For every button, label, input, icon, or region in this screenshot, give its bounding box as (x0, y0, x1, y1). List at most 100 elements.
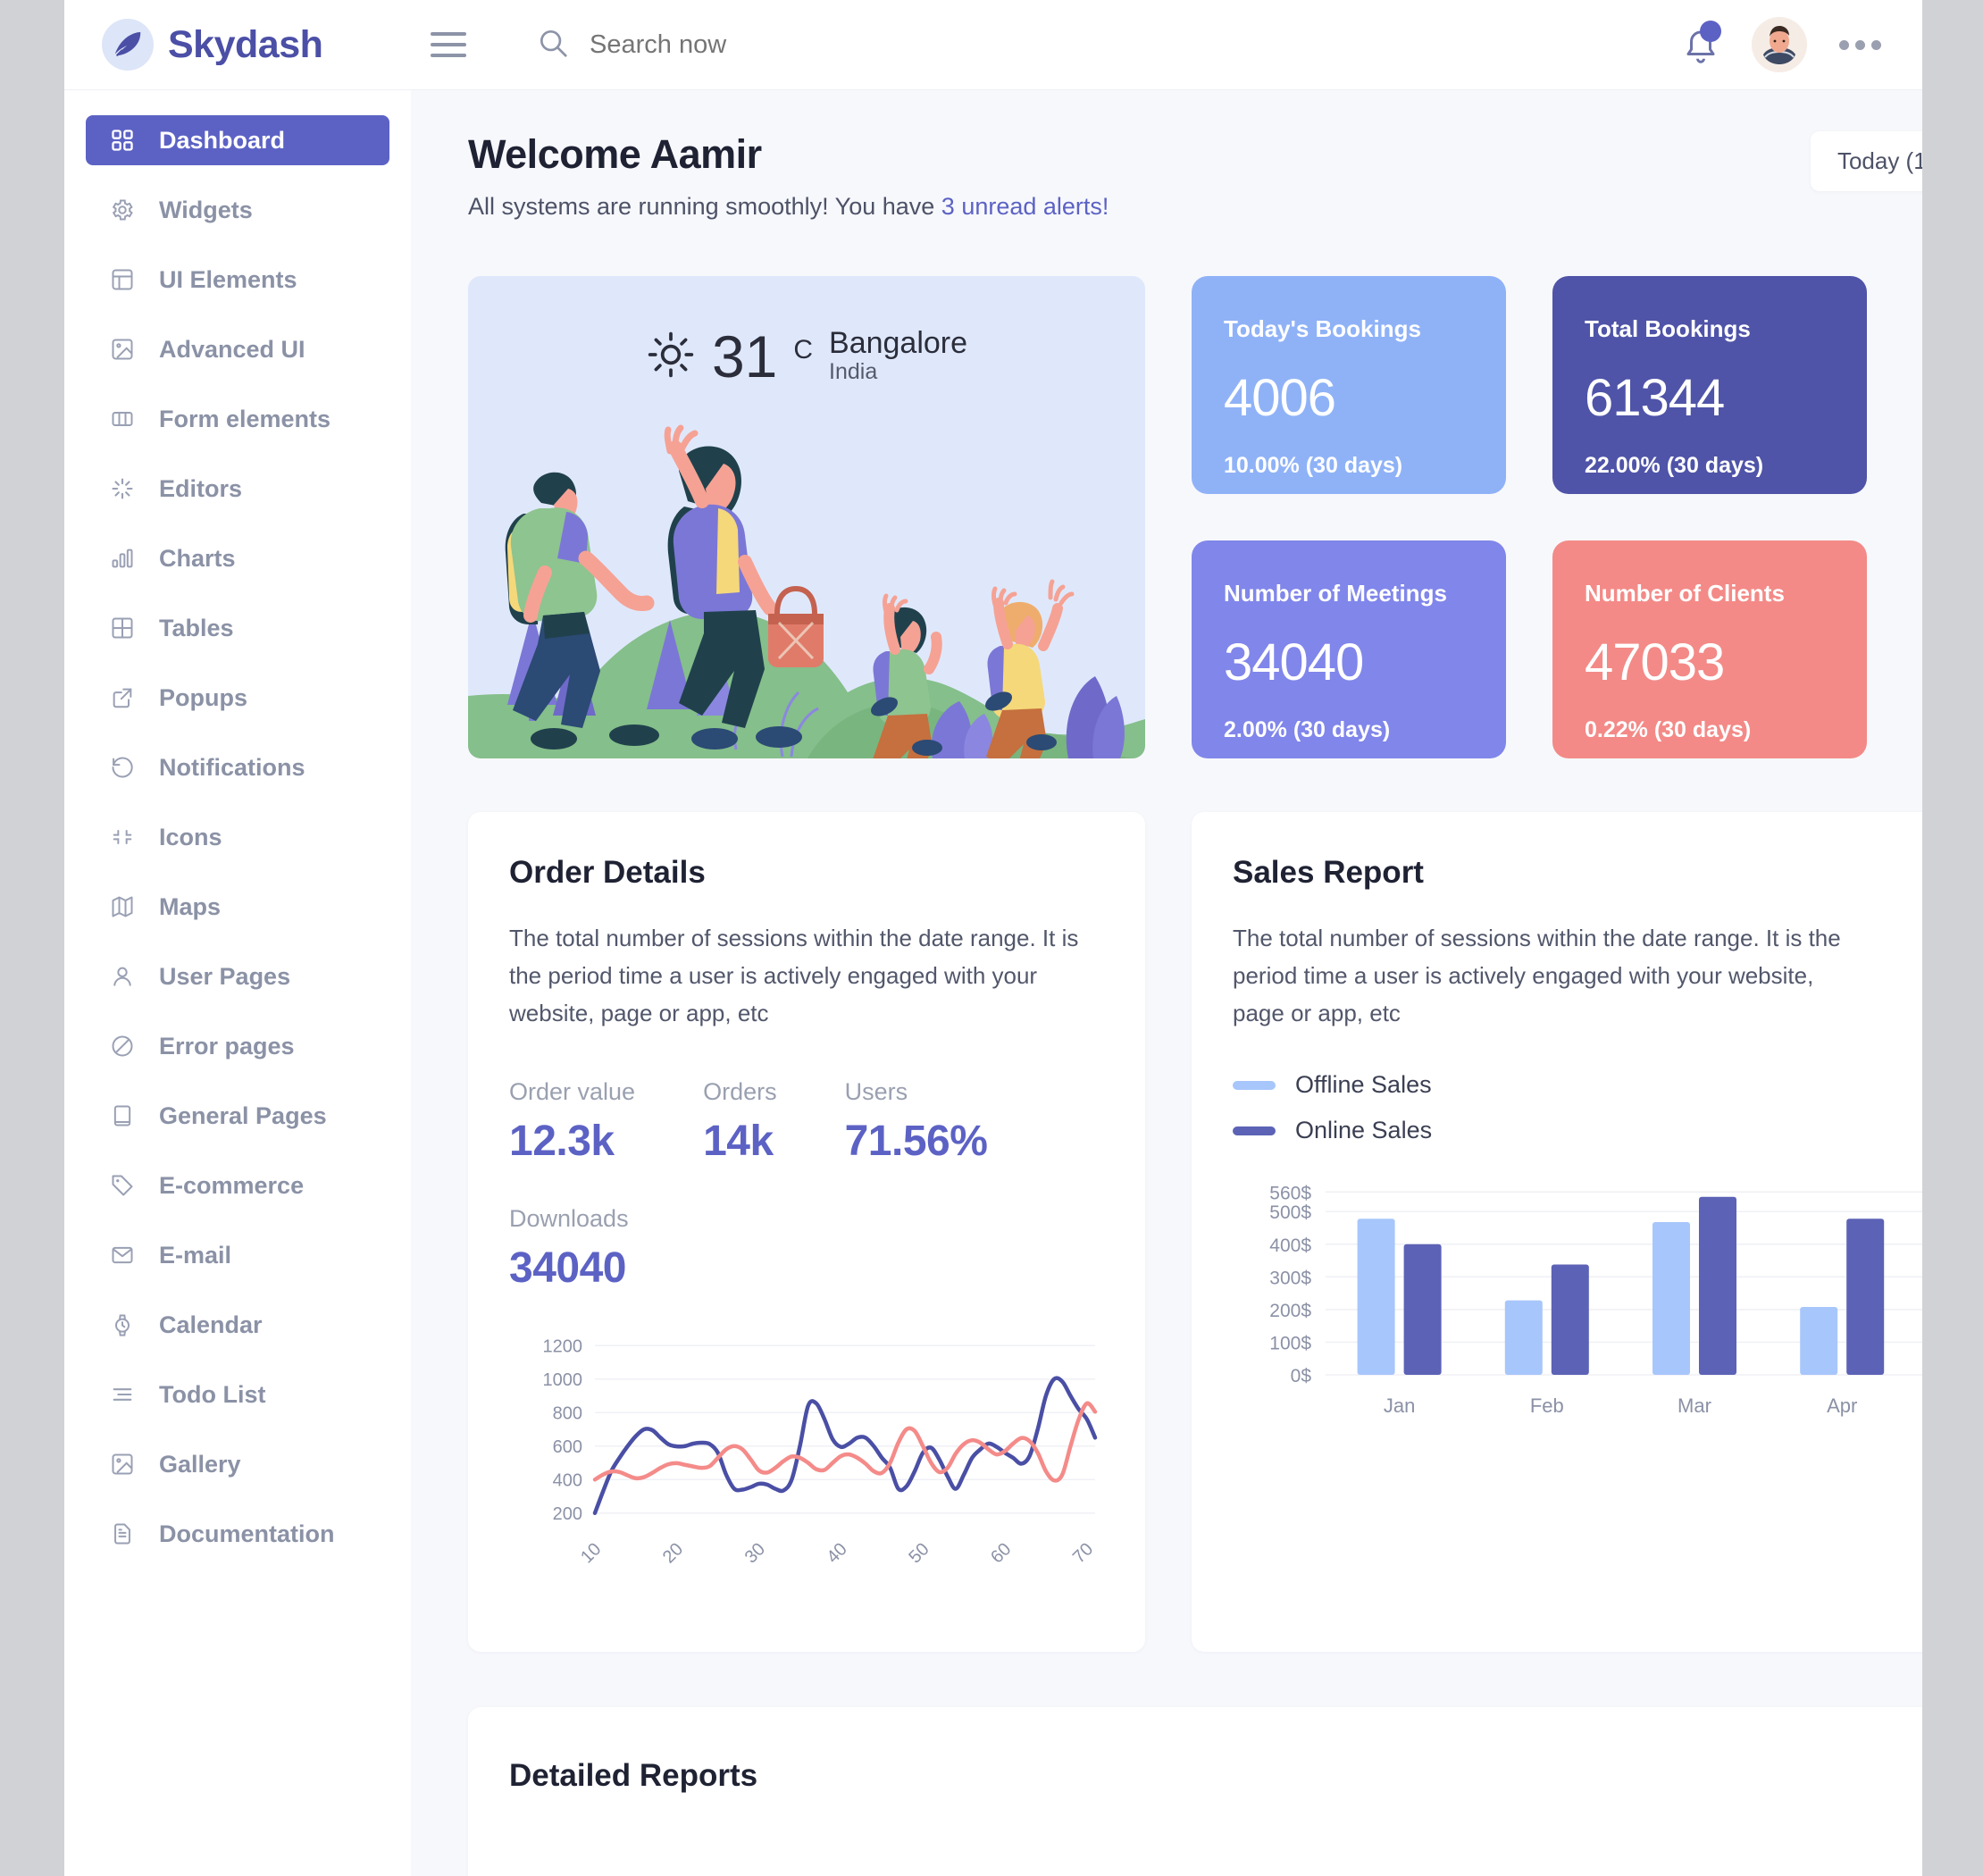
sidebar-item-label: User Pages (159, 962, 291, 990)
subtitle-text: All systems are running smoothly! You ha… (468, 193, 941, 220)
minimize-icon (109, 824, 136, 850)
weather-unit: C (793, 335, 814, 364)
panel-title: Order Details (509, 855, 706, 890)
stat-card-number-of-meetings[interactable]: Number of Meetings 34040 2.00% (30 days) (1192, 540, 1506, 758)
order-details-header: Order Details (509, 855, 1104, 891)
sidebar-item-todo-list[interactable]: Todo List (86, 1369, 389, 1420)
sidebar-item-e-mail[interactable]: E-mail (86, 1230, 389, 1280)
file-text-icon (109, 1520, 136, 1547)
svg-text:10: 10 (577, 1539, 605, 1567)
grid-icon (109, 127, 136, 154)
sidebar-item-notifications[interactable]: Notifications (86, 742, 389, 792)
svg-text:200$: 200$ (1269, 1301, 1311, 1321)
svg-text:70: 70 (1069, 1539, 1097, 1567)
sidebar-item-icons[interactable]: Icons (86, 812, 389, 862)
svg-text:Feb: Feb (1530, 1394, 1564, 1417)
sidebar-item-label: Documentation (159, 1520, 335, 1547)
svg-text:400: 400 (553, 1471, 582, 1491)
date-range-selector[interactable]: Today (10 Jan 2021) (1810, 131, 1922, 191)
brand-name: Skydash (168, 22, 323, 66)
sidebar-item-general-pages[interactable]: General Pages (86, 1091, 389, 1141)
search-input[interactable] (590, 29, 965, 60)
book-icon (109, 1102, 136, 1129)
stat-label: Number of Meetings (1224, 580, 1447, 607)
image-icon (109, 1451, 136, 1478)
sidebar-item-dashboard[interactable]: Dashboard (86, 115, 389, 165)
hamburger-icon[interactable] (431, 32, 466, 57)
sidebar-item-user-pages[interactable]: User Pages (86, 951, 389, 1001)
stat-card-todays-bookings[interactable]: Today's Bookings 4006 10.00% (30 days) (1192, 276, 1506, 494)
stat-delta: 0.22% (30 days) (1585, 717, 1752, 742)
loader-icon (109, 475, 136, 502)
stat-delta: 2.00% (30 days) (1224, 717, 1391, 742)
metric-orders: Orders 14k (703, 1078, 777, 1166)
sidebar-item-tables[interactable]: Tables (86, 603, 389, 653)
sidebar-item-e-commerce[interactable]: E-commerce (86, 1160, 389, 1210)
search-icon (536, 26, 570, 64)
stat-card-number-of-clients[interactable]: Number of Clients 47033 0.22% (30 days) (1552, 540, 1867, 758)
sidebar-item-form-elements[interactable]: Form elements (86, 394, 389, 444)
sidebar-item-editors[interactable]: Editors (86, 464, 389, 514)
weather-readout: 31 C Bangalore India (468, 276, 1145, 390)
layout-icon (109, 266, 136, 293)
svg-text:0$: 0$ (1291, 1366, 1312, 1386)
align-right-icon (109, 1381, 136, 1408)
legend-swatch (1233, 1126, 1276, 1135)
legend-label: Offline Sales (1295, 1071, 1432, 1099)
sidebar-item-label: Form elements (159, 405, 331, 432)
mail-icon (109, 1242, 136, 1269)
metric-value: 71.56% (844, 1118, 988, 1166)
sidebar: Dashboard Widgets UI Elements Advanced U… (64, 90, 411, 1876)
metric-label: Downloads (509, 1205, 629, 1233)
sidebar-item-advanced-ui[interactable]: Advanced UI (86, 324, 389, 374)
panel-title: Detailed Reports (509, 1758, 758, 1793)
stat-value: 61344 (1585, 369, 1725, 427)
bar-chart-icon (109, 545, 136, 572)
order-details-panel: Order Details The total number of sessio… (468, 812, 1145, 1652)
stat-value: 47033 (1585, 633, 1725, 691)
page-subtitle: All systems are running smoothly! You ha… (468, 193, 1109, 221)
stat-card-total-bookings[interactable]: Total Bookings 61344 22.00% (30 days) (1552, 276, 1867, 494)
page-body: Dashboard Widgets UI Elements Advanced U… (64, 90, 1922, 1876)
avatar[interactable] (1752, 17, 1807, 72)
navbar-right-actions (1682, 17, 1922, 72)
search-box[interactable] (536, 26, 965, 64)
sidebar-item-documentation[interactable]: Documentation (86, 1509, 389, 1559)
svg-text:50: 50 (905, 1539, 933, 1567)
sidebar-item-calendar[interactable]: Calendar (86, 1300, 389, 1350)
sidebar-item-widgets[interactable]: Widgets (86, 185, 389, 235)
family-hiking-illustration (468, 424, 1145, 758)
more-horizontal-icon[interactable] (1839, 39, 1881, 50)
metric-value: 34040 (509, 1244, 626, 1293)
sidebar-item-gallery[interactable]: Gallery (86, 1439, 389, 1489)
table-icon (109, 615, 136, 641)
main-content: Welcome Aamir All systems are running sm… (411, 90, 1922, 1876)
sales-report-legend: Offline Sales Online Sales (1233, 1071, 1922, 1144)
sidebar-item-label: Dashboard (159, 126, 286, 154)
sidebar-item-error-pages[interactable]: Error pages (86, 1021, 389, 1071)
sidebar-item-label: Notifications (159, 753, 305, 781)
panels-row: Order Details The total number of sessio… (468, 812, 1922, 1652)
dashboard-page: Skydash (64, 0, 1922, 1876)
bell-icon[interactable] (1682, 21, 1721, 65)
sidebar-item-maps[interactable]: Maps (86, 882, 389, 932)
user-icon (109, 963, 136, 990)
legend-item-offline-sales: Offline Sales (1233, 1071, 1922, 1099)
brand-logo[interactable]: Skydash (64, 19, 411, 71)
page-title: Welcome Aamir (468, 131, 762, 177)
sidebar-item-popups[interactable]: Popups (86, 673, 389, 723)
svg-text:300$: 300$ (1269, 1269, 1311, 1289)
unread-alerts-link[interactable]: 3 unread alerts! (941, 193, 1109, 220)
svg-text:20: 20 (659, 1539, 687, 1567)
sidebar-item-label: Error pages (159, 1032, 295, 1059)
legend-swatch (1233, 1080, 1276, 1090)
weather-card: 31 C Bangalore India (468, 276, 1145, 758)
stat-value: 34040 (1224, 633, 1364, 691)
sidebar-item-charts[interactable]: Charts (86, 533, 389, 583)
sidebar-item-label: E-mail (159, 1241, 232, 1269)
svg-text:60: 60 (987, 1539, 1015, 1567)
metric-value: 14k (703, 1118, 774, 1166)
sidebar-item-ui-elements[interactable]: UI Elements (86, 255, 389, 305)
stat-label: Number of Clients (1585, 580, 1785, 607)
order-details-line-chart: 200 400 600 800 1000 1200 10 20 30 40 50 60 70 (543, 1337, 1098, 1568)
